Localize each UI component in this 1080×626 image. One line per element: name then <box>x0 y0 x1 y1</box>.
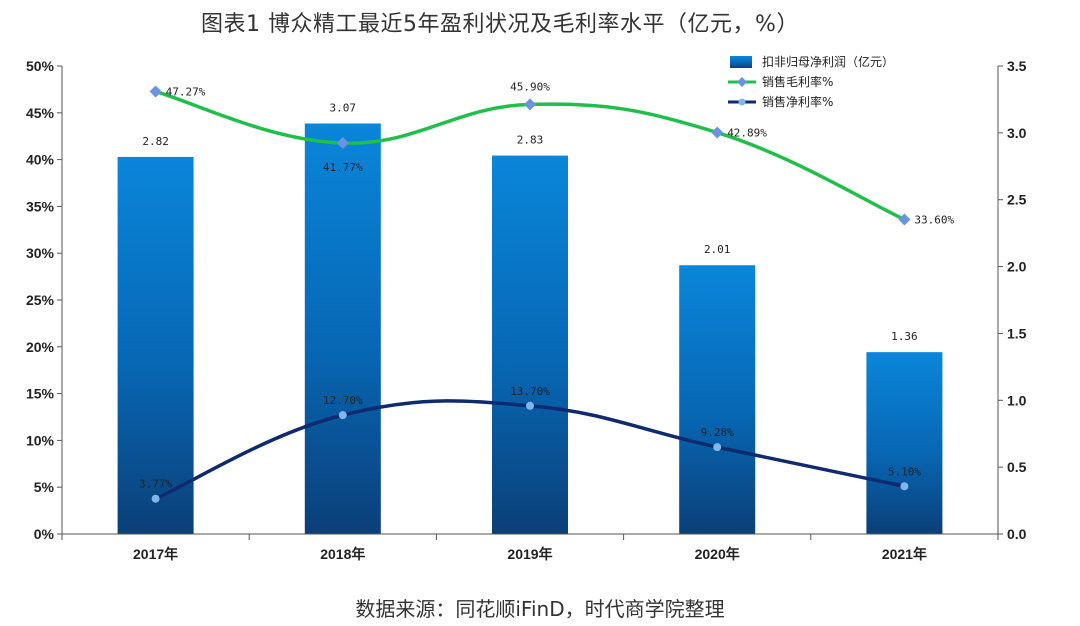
gross-margin-point <box>149 85 162 98</box>
right-tick-label: 0.0 <box>1007 526 1027 542</box>
bar-data-label: 3.07 <box>330 101 357 114</box>
left-tick-label: 25% <box>26 292 55 308</box>
gross-margin-label: 47.27% <box>166 86 206 99</box>
net-margin-point <box>151 494 160 503</box>
left-tick-label: 30% <box>26 245 55 261</box>
x-tick-label: 2019年 <box>507 546 552 562</box>
bar-data-label: 1.36 <box>891 330 918 343</box>
gross-margin-label: 45.90% <box>510 80 550 93</box>
bar <box>679 265 756 534</box>
x-tick-label: 2021年 <box>882 546 927 562</box>
net-margin-point <box>900 482 909 491</box>
net-margin-label: 5.10% <box>888 465 921 478</box>
net-margin-label: 12.70% <box>323 394 363 407</box>
gross-margin-point <box>711 126 724 139</box>
bar <box>492 155 568 535</box>
combo-chart: 0% 5% 10% 15% 20% 25% 30% 35% 40% 45% 50% 0.0 0.5 1.0… <box>26 54 1027 562</box>
net-margin-label: 9.28% <box>701 426 734 439</box>
x-tick-label: 2018年 <box>320 546 365 562</box>
net-margin-point <box>338 411 347 420</box>
left-tick-label: 35% <box>26 198 55 214</box>
left-tick-label: 10% <box>26 432 55 448</box>
right-tick-label: 3.0 <box>1007 125 1027 141</box>
gross-margin-label: 33.60% <box>914 214 954 227</box>
legend-marker <box>738 98 746 106</box>
bar <box>866 352 943 534</box>
left-tick-label: 20% <box>26 339 55 355</box>
left-tick-label: 50% <box>26 58 55 74</box>
left-tick-label: 0% <box>34 526 55 542</box>
right-tick-label: 3.5 <box>1007 58 1027 74</box>
right-tick-label: 1.0 <box>1007 392 1027 408</box>
gross-margin-point <box>336 137 349 150</box>
left-tick-label: 5% <box>34 479 55 495</box>
net-margin-point <box>713 443 722 452</box>
bar <box>304 123 381 535</box>
bar <box>117 156 194 534</box>
gross-margin-label: 42.89% <box>727 127 767 140</box>
bar-data-label: 2.01 <box>704 243 731 256</box>
left-tick-label: 15% <box>26 386 55 402</box>
x-tick-label: 2020年 <box>695 546 740 562</box>
bar-data-label: 2.82 <box>142 135 169 148</box>
source-note: 数据来源：同花顺iFinD，时代商学院整理 <box>355 597 725 621</box>
gross-margin-point <box>898 213 911 226</box>
left-tick-label: 40% <box>26 152 55 168</box>
gross-margin-label: 41.77% <box>323 161 363 174</box>
net-margin-point <box>526 401 534 410</box>
gross-margin-point <box>524 98 536 111</box>
legend: 扣非归母净利润（亿元） 销售毛利率% 销售净利率% <box>728 54 894 109</box>
legend-swatch-bar <box>730 56 752 68</box>
right-tick-label: 1.5 <box>1007 325 1027 341</box>
left-tick-label: 45% <box>26 105 55 121</box>
right-tick-label: 2.0 <box>1007 259 1027 275</box>
legend-label: 扣非归母净利润（亿元） <box>762 54 894 69</box>
legend-label: 销售净利率% <box>762 94 833 109</box>
legend-marker <box>737 77 747 87</box>
net-margin-label: 3.77% <box>139 478 172 491</box>
right-tick-label: 2.5 <box>1007 192 1027 208</box>
chart-title: 图表1 博众精工最近5年盈利状况及毛利率水平（亿元，%） <box>201 12 799 37</box>
net-margin-label: 13.70% <box>510 385 550 398</box>
x-tick-label: 2017年 <box>133 546 178 562</box>
right-tick-label: 0.5 <box>1007 459 1027 475</box>
bar-data-label: 2.83 <box>517 134 544 147</box>
legend-label: 销售毛利率% <box>762 74 833 89</box>
